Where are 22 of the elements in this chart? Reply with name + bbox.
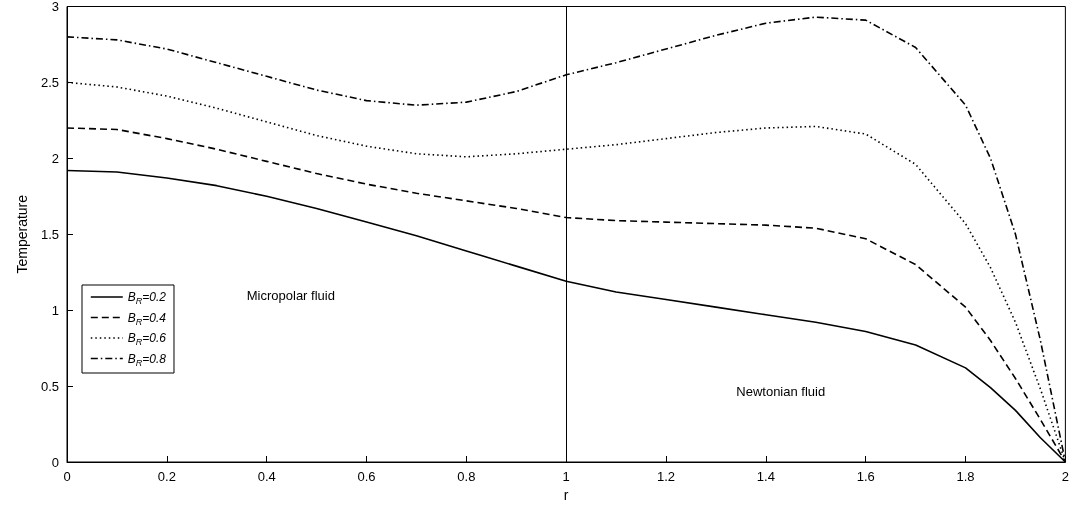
y-tick-label: 2.5 [40, 74, 59, 90]
y-tick-label: 0.5 [40, 378, 59, 394]
x-tick-label: 0 [63, 469, 71, 484]
x-tick-label: 0.2 [157, 469, 176, 484]
x-tick-label: 1.6 [856, 469, 875, 484]
x-tick-label: 2 [1061, 469, 1069, 484]
x-axis-title: r [563, 487, 569, 503]
x-tick-label: 0.6 [357, 469, 376, 484]
y-axis-title: Temperature [14, 194, 30, 274]
x-tick-label: 1.8 [956, 469, 975, 484]
annotation: Micropolar fluid [246, 288, 335, 304]
y-tick-label: 0 [51, 454, 59, 470]
y-tick-label: 1 [51, 302, 59, 318]
x-tick-label: 0.8 [457, 469, 476, 484]
annotation: Newtonian fluid [736, 384, 826, 400]
x-tick-label: 0.4 [257, 469, 276, 484]
x-tick-label: 1.4 [756, 469, 775, 484]
y-tick-label: 2 [51, 150, 59, 166]
x-tick-label: 1.2 [656, 469, 676, 484]
y-tick-label: 1.5 [40, 226, 59, 242]
x-tick-label: 1 [562, 469, 570, 484]
y-tick-label: 3 [51, 0, 59, 14]
